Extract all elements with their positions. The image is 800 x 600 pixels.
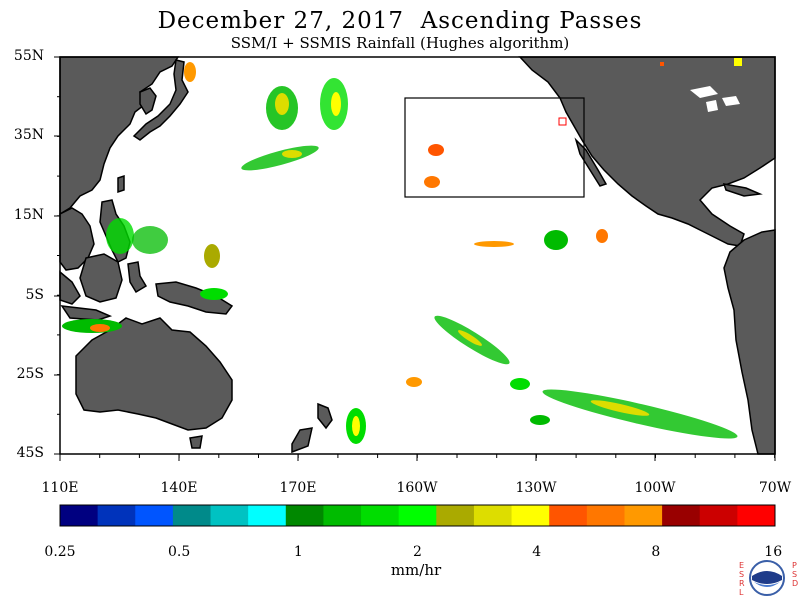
axis-ticks xyxy=(54,56,776,461)
longitude-label: 140E xyxy=(160,480,198,496)
colorbar-swatch xyxy=(398,505,437,526)
colorbar-label: 16 xyxy=(764,544,783,560)
colorbar-label: 8 xyxy=(651,544,661,560)
longitude-label: 100W xyxy=(634,480,676,496)
rain-patch xyxy=(184,62,196,82)
region-box xyxy=(404,97,585,198)
rain-patch xyxy=(204,244,220,268)
rain-patch xyxy=(458,330,482,346)
colorbar-label: 0.5 xyxy=(168,544,191,560)
rain-patch xyxy=(590,400,650,416)
colorbar-swatch xyxy=(473,505,513,526)
colorbar-swatch xyxy=(361,505,400,526)
latitude-label: 45S xyxy=(16,445,44,461)
rain-patch xyxy=(428,144,444,156)
map-subtitle: SSM/I + SSMIS Rainfall (Hughes algorithm… xyxy=(230,34,570,52)
latitude-label: 25S xyxy=(16,366,44,382)
rain-patch xyxy=(200,288,228,300)
land-cuba xyxy=(722,183,763,197)
land-sulawesi xyxy=(127,261,148,294)
noaa-logo xyxy=(749,560,785,596)
great-lakes xyxy=(690,86,740,112)
rain-patch xyxy=(660,62,664,66)
rain-patch xyxy=(352,416,360,436)
target-marker xyxy=(558,117,567,126)
longitude-label: 130W xyxy=(515,480,557,496)
colorbar-swatch xyxy=(662,505,701,526)
rain-patch xyxy=(734,58,742,66)
map-title: December 27, 2017 Ascending Passes xyxy=(157,8,643,34)
land-taiwan xyxy=(117,174,125,194)
colorbar-swatch xyxy=(285,505,324,526)
land-korea xyxy=(139,87,157,116)
land-new-zealand xyxy=(317,402,333,430)
rain-patch xyxy=(530,415,550,425)
rainfall-patches xyxy=(62,58,742,444)
longitude-label: 110E xyxy=(41,480,79,496)
colorbar-frame xyxy=(59,504,776,527)
colorbar-swatch xyxy=(624,505,663,526)
colorbar-swatch xyxy=(135,505,174,526)
colorbar-swatch xyxy=(699,505,738,526)
latitude-label: 55N xyxy=(13,48,44,64)
longitude-label: 70W xyxy=(758,480,792,496)
land-tasmania xyxy=(189,435,203,449)
rain-patch xyxy=(331,92,341,116)
colorbar-swatch xyxy=(323,505,362,526)
colorbar-swatch xyxy=(97,505,136,526)
land-new-guinea xyxy=(155,281,234,315)
colorbar-swatch xyxy=(248,505,287,526)
colorbar-units: mm/hr xyxy=(390,561,442,579)
longitude-label: 170E xyxy=(279,480,317,496)
colorbar-swatch xyxy=(549,505,588,526)
colorbar-swatch xyxy=(172,505,212,526)
latitude-label: 35N xyxy=(13,127,44,143)
colorbar xyxy=(59,504,776,527)
colorbar-swatch xyxy=(511,505,550,526)
colorbar-swatch xyxy=(436,505,475,526)
rain-patch xyxy=(510,378,530,390)
land-australia xyxy=(75,317,233,431)
colorbar-label: 1 xyxy=(293,544,303,560)
rain-patch xyxy=(474,241,514,247)
rain-patch xyxy=(596,229,608,243)
colorbar-swatch xyxy=(737,505,776,526)
rain-patch xyxy=(544,230,568,250)
rain-patch xyxy=(424,176,440,188)
rain-patch xyxy=(90,324,110,332)
rain-patch xyxy=(282,150,302,158)
latitude-label: 15N xyxy=(13,207,44,223)
land-east-asia xyxy=(59,56,180,216)
land-japan xyxy=(132,59,189,141)
rain-patch xyxy=(132,226,168,254)
longitude-label: 160W xyxy=(396,480,438,496)
colorbar-label: 0.25 xyxy=(44,544,76,560)
colorbar-swatch xyxy=(210,505,249,526)
colorbar-label: 2 xyxy=(413,544,422,560)
rain-patch xyxy=(275,93,289,115)
latitude-label: 5S xyxy=(25,287,45,303)
colorbar-label: 4 xyxy=(532,544,542,560)
land-borneo xyxy=(79,253,123,303)
land-indochina xyxy=(59,207,95,271)
colorbar-swatch xyxy=(586,505,625,526)
rain-patch xyxy=(106,218,134,254)
land-new-zealand-south xyxy=(291,427,313,454)
rain-patch xyxy=(406,377,422,387)
colorbar-swatch xyxy=(60,505,99,526)
land-java xyxy=(60,305,113,321)
